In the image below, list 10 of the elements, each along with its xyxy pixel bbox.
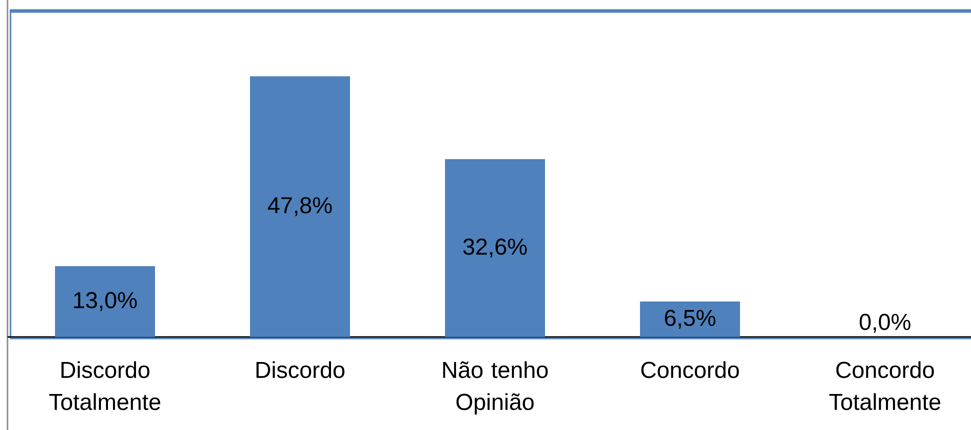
data-label: 6,5%	[664, 310, 716, 329]
x-tick-label: Concordo	[641, 361, 739, 378]
x-tick-label: Discordo Totalmente	[49, 361, 160, 410]
data-label: 13,0%	[74, 292, 137, 312]
x-tick-label: Discordo	[256, 361, 344, 378]
data-label: 0,0%	[860, 314, 910, 333]
x-tick-label: Não tenho Opinião	[443, 361, 548, 415]
x-tick-label: Concordo Totalmente	[829, 361, 940, 410]
data-label: 47,8%	[268, 197, 332, 216]
data-label: 32,6%	[463, 238, 527, 258]
